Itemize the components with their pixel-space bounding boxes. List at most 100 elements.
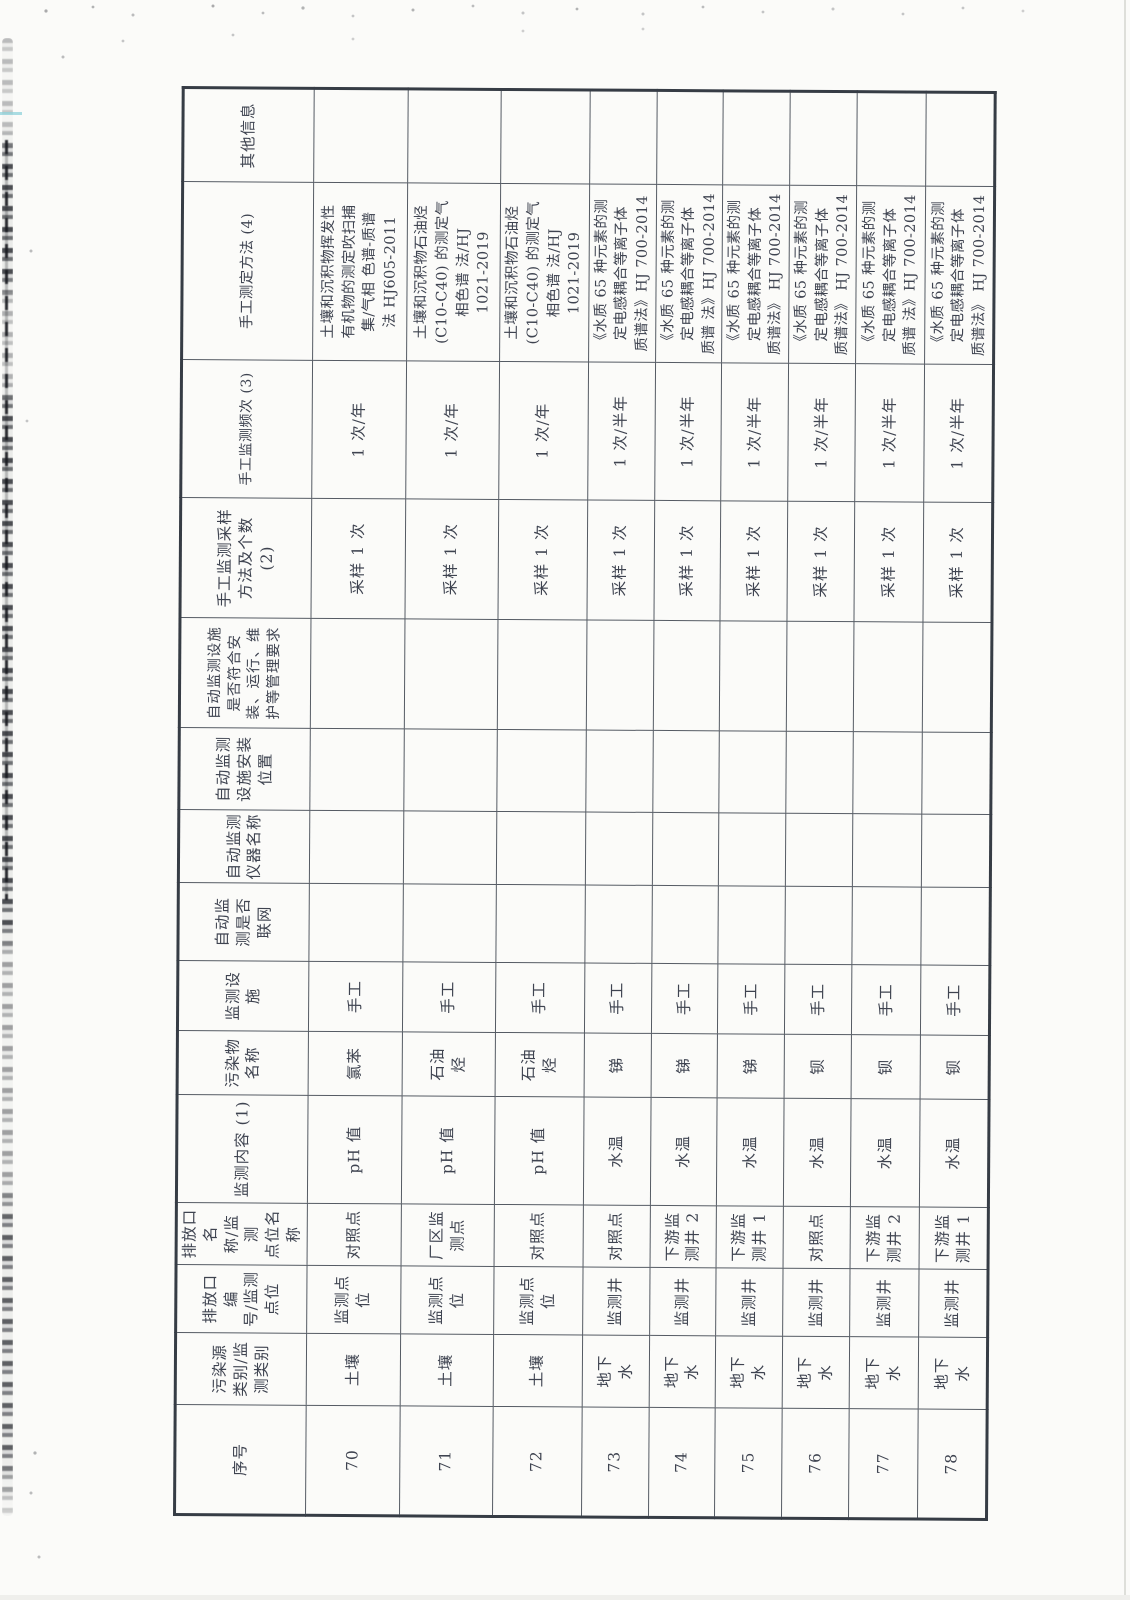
table-cell: 74	[648, 1407, 716, 1518]
table-cell: 采样 1 次	[497, 499, 588, 621]
table-cell	[651, 885, 719, 964]
table-cell: 土壤和沉积物石油烃 (C10-C40) 的测定气 相色谱 法/HJ 1021-2…	[406, 182, 501, 362]
table-cell: 监测井	[649, 1267, 717, 1336]
scan-cyan-mark	[0, 112, 22, 115]
table-cell	[308, 883, 403, 962]
table-cell: 监测井	[849, 1268, 920, 1338]
table-cell: 水温	[919, 1099, 990, 1208]
table-cell: 75	[714, 1407, 783, 1519]
table-cell	[309, 728, 404, 811]
table-cell: 水温	[583, 1097, 651, 1206]
table-cell	[651, 812, 720, 886]
table-cell	[584, 812, 653, 886]
table-cell: 78	[917, 1409, 988, 1520]
header-pollutant-name: 污染物 名称	[177, 1030, 309, 1096]
table-cell: 氯苯	[307, 1031, 403, 1096]
table-cell: 下游监 测井 1	[919, 1207, 989, 1270]
table-cell	[925, 92, 996, 187]
table-cell: 77	[848, 1408, 919, 1520]
header-outlet-number: 排放口编 号/监测 点位	[175, 1264, 307, 1334]
table-cell: 水温	[783, 1098, 852, 1207]
table-cell	[789, 91, 858, 186]
table-cell: 采样 1 次	[310, 498, 406, 619]
table-cell	[589, 90, 657, 185]
table-cell: 监测井	[782, 1268, 851, 1337]
header-manual-determination-method: 手工测定方法 (4)	[181, 181, 314, 361]
table-cell: 监测井	[582, 1266, 650, 1336]
table-cell	[496, 729, 586, 813]
table-cell: 采样 1 次	[720, 500, 788, 622]
table-cell: 土壤	[492, 1334, 583, 1407]
table-cell	[403, 618, 498, 730]
table-cell	[585, 730, 653, 813]
table-cell: 锑	[717, 1033, 785, 1099]
table-cell: 手工	[495, 962, 585, 1034]
table-cell: 土壤和沉积物石油烃 (C10-C40) 的测定气 相色谱 法/HJ 1021-2…	[499, 183, 590, 363]
table-cell	[921, 814, 991, 888]
table-cell: 下游监 测井 2	[649, 1205, 717, 1268]
table-cell	[718, 885, 786, 965]
table-cell: 厂区监 测点	[400, 1203, 495, 1267]
table-cell: 手工	[584, 963, 652, 1034]
table-cell	[652, 730, 720, 813]
table-cell	[718, 812, 786, 887]
table-cell	[856, 91, 927, 187]
table-cell: 土壤	[305, 1333, 401, 1406]
header-manual-frequency: 手工监测频次 (3)	[180, 359, 313, 499]
table-cell: pH 值	[401, 1095, 495, 1205]
header-monitoring-content: 监测内容 (1)	[176, 1094, 308, 1204]
scan-speckles	[0, 0, 2, 2]
table-cell: 采样 1 次	[586, 500, 655, 621]
table-cell: 采样 1 次	[787, 501, 855, 622]
table-cell	[309, 618, 405, 729]
table-cell: 水温	[649, 1097, 718, 1206]
table-cell: 采样 1 次	[653, 500, 722, 621]
header-auto-instrument-name: 自动监测 仪器名称	[178, 809, 310, 884]
header-outlet-name: 排放口名 称/监测 点位名称	[176, 1202, 308, 1266]
table-cell: 1 次/半年	[587, 362, 656, 501]
table-cell	[495, 884, 585, 964]
table-cell: 锑	[650, 1033, 718, 1098]
table-cell: 1 次/半年	[721, 362, 789, 502]
table-cell: pH 值	[494, 1096, 584, 1205]
table-cell: 1 次/半年	[854, 363, 925, 503]
table-cell	[786, 621, 855, 732]
table-cell: 71	[399, 1405, 493, 1517]
table-cell: 地下 水	[581, 1334, 650, 1408]
table-cell	[402, 883, 496, 963]
table-cell	[785, 731, 854, 814]
header-serial-number: 序号	[174, 1404, 306, 1516]
table-cell: 监测井	[715, 1267, 784, 1337]
table-cell: 76	[781, 1408, 850, 1519]
table-cell	[495, 811, 586, 886]
header-auto-compliance: 自动监测设施 是否符合安 装、运行、维 护等管理要求	[179, 617, 311, 729]
table-cell: 下游监 测井 2	[850, 1206, 920, 1270]
table-cell: 采样 1 次	[404, 498, 499, 620]
table-cell	[308, 810, 404, 884]
table-cell: 石油 烃	[401, 1031, 496, 1097]
header-monitoring-facility: 监测设施	[177, 960, 309, 1032]
table-cell: 1 次/年	[311, 360, 407, 499]
table-cell: 地下 水	[849, 1336, 919, 1410]
table-cell	[922, 622, 993, 733]
table-cell: 72	[492, 1406, 582, 1517]
header-manual-sampling-method: 手工监测采样 方法及个数 (2)	[179, 497, 312, 619]
table-cell: 《水质 65 种元素的测 定电感耦合等离子体 质谱 法》HJ 700-2014	[855, 185, 926, 365]
table-cell: 《水质 65 种元素的测 定电感耦合等离子体 质谱法》 HJ 700-2014	[924, 186, 995, 365]
table-cell: 下游监 测井 1	[716, 1205, 784, 1269]
rotated-table-area: 序号 污染源 类别/监 测类别 排放口编 号/监测 点位 排放口名 称/监测 点…	[173, 86, 997, 1521]
table-cell	[920, 887, 991, 966]
table-cell: 手工	[851, 964, 921, 1036]
table-cell: 石油 烃	[494, 1032, 585, 1098]
table-cell	[784, 886, 853, 965]
table-cell: 水温	[716, 1097, 785, 1207]
